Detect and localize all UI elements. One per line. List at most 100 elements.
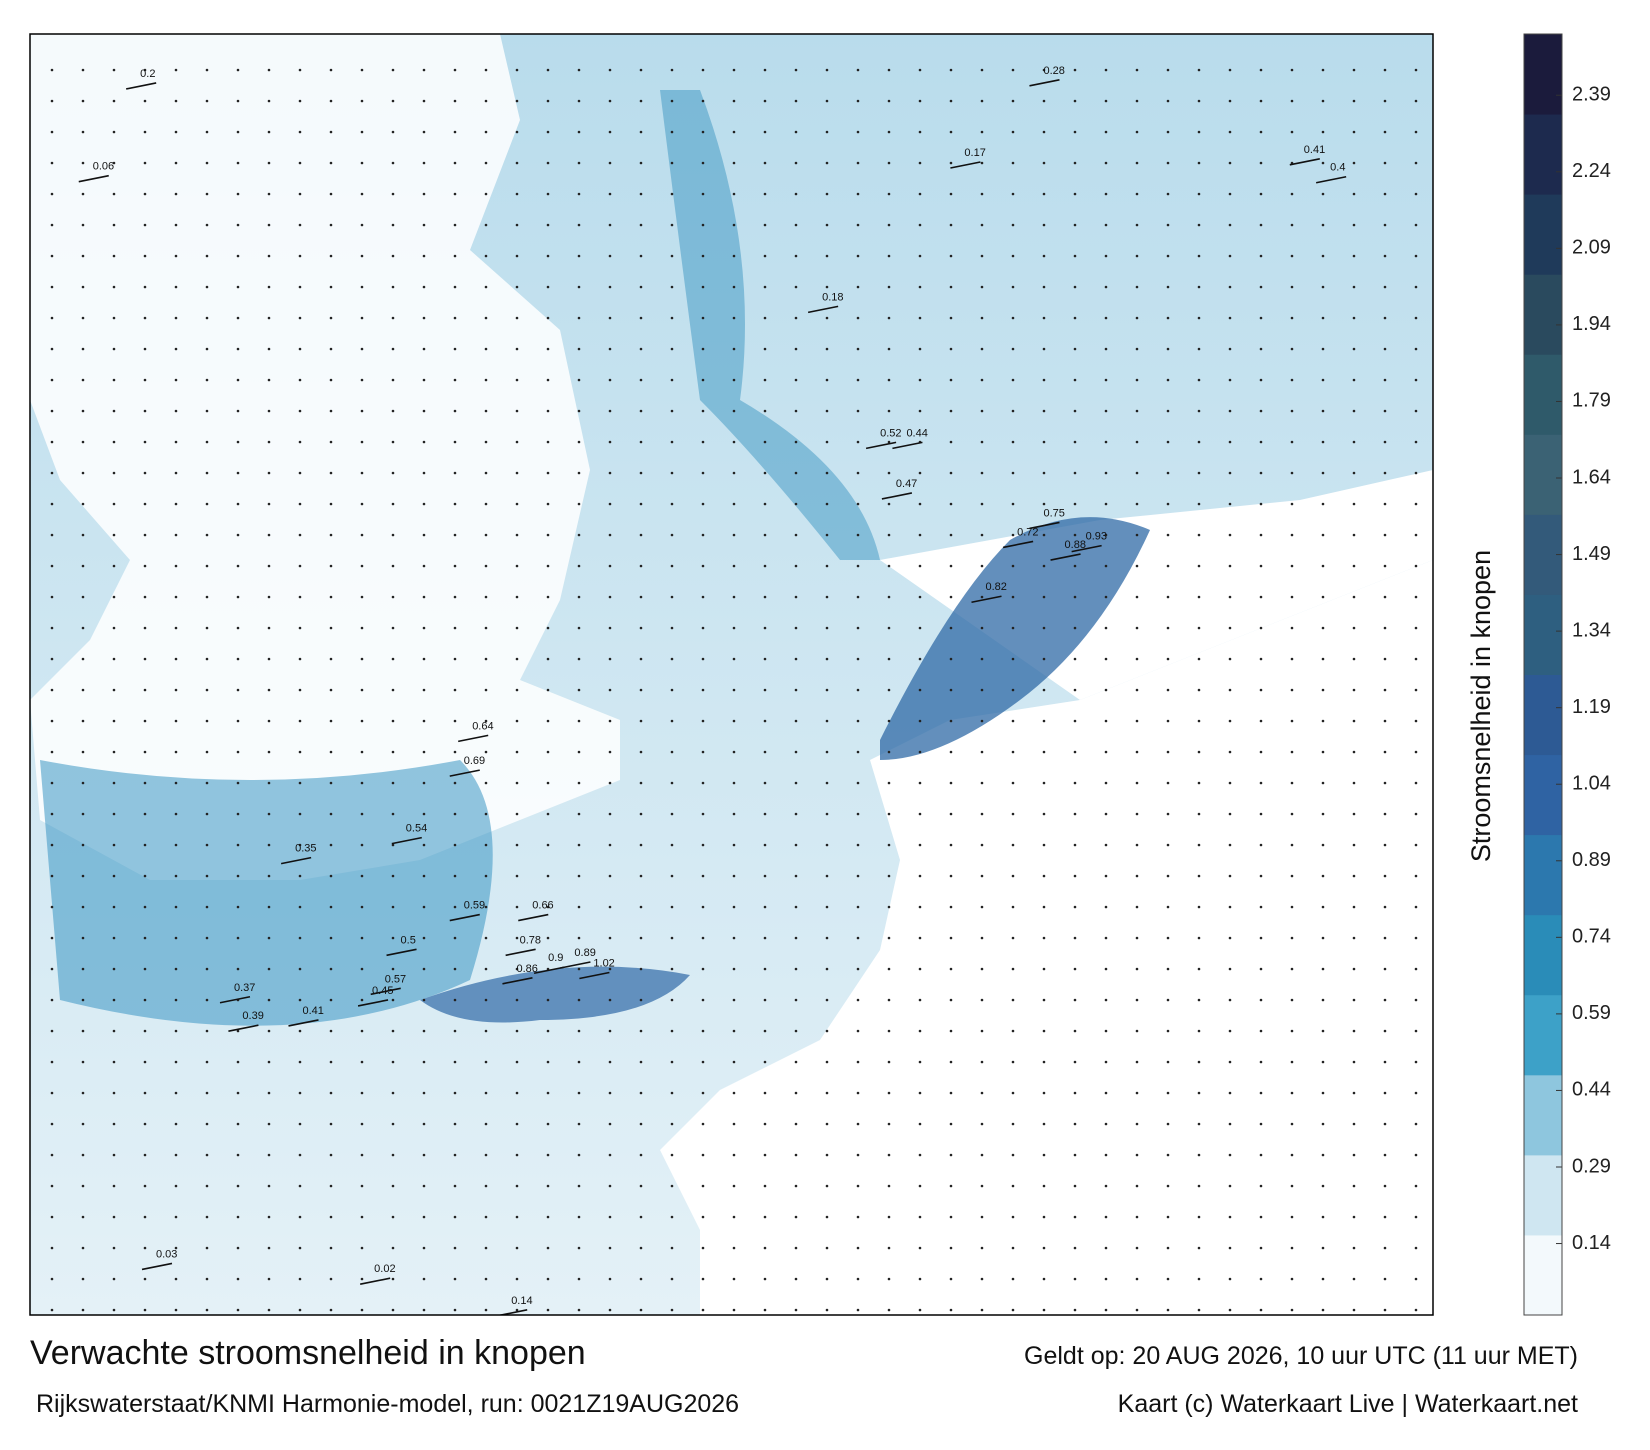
grid-dot: [1321, 471, 1325, 475]
grid-dot: [1352, 1153, 1356, 1157]
grid-dot: [267, 1277, 271, 1281]
grid-dot: [1321, 130, 1325, 134]
grid-dot: [918, 936, 922, 940]
grid-dot: [1321, 1091, 1325, 1095]
grid-dot: [484, 285, 488, 289]
grid-dot: [1073, 1122, 1077, 1126]
grid-dot: [515, 316, 519, 320]
grid-dot: [670, 1153, 674, 1157]
grid-dot: [1073, 161, 1077, 165]
grid-dot: [732, 1277, 736, 1281]
grid-dot: [1135, 347, 1139, 351]
grid-dot: [1228, 812, 1232, 816]
grid-dot: [267, 874, 271, 878]
grid-dot: [1321, 905, 1325, 909]
current-arrow: [502, 977, 533, 985]
grid-dot: [329, 285, 333, 289]
grid-dot: [949, 564, 953, 568]
grid-dot: [422, 1308, 426, 1312]
current-arrow: [386, 948, 417, 957]
colorbar-band: [1524, 274, 1562, 355]
grid-dot: [1259, 378, 1263, 382]
grid-dot: [360, 440, 364, 444]
grid-dot: [608, 843, 612, 847]
grid-dot: [236, 595, 240, 599]
colorbar-tick-label: 0.29: [1572, 1155, 1611, 1177]
grid-dot: [1073, 130, 1077, 134]
grid-dot: [918, 378, 922, 382]
grid-dot: [515, 471, 519, 475]
grid-dot: [236, 1060, 240, 1064]
grid-dot: [918, 1215, 922, 1219]
grid-dot: [143, 68, 147, 72]
grid-dot: [1383, 1153, 1387, 1157]
grid-dot: [1321, 967, 1325, 971]
grid-dot: [360, 688, 364, 692]
current-label: 0.54: [406, 823, 427, 835]
grid-dot: [670, 719, 674, 723]
grid-dot: [205, 874, 209, 878]
grid-dot: [1104, 967, 1108, 971]
grid-dot: [267, 750, 271, 754]
colorbar-label: Stroomsnelheid in knopen: [1466, 550, 1496, 862]
grid-dot: [1228, 68, 1232, 72]
dot-grid: [50, 68, 1418, 1312]
grid-dot: [1414, 1184, 1418, 1188]
grid-dot: [391, 1122, 395, 1126]
grid-dot: [670, 626, 674, 630]
grid-dot: [1290, 967, 1294, 971]
grid-dot: [1383, 285, 1387, 289]
grid-dot: [484, 657, 488, 661]
grid-dot: [267, 1091, 271, 1095]
grid-dot: [1259, 812, 1263, 816]
grid-dot: [1011, 1246, 1015, 1250]
grid-dot: [763, 1060, 767, 1064]
grid-dot: [980, 657, 984, 661]
grid-dot: [1383, 254, 1387, 258]
grid-dot: [1414, 688, 1418, 692]
grid-dot: [143, 626, 147, 630]
grid-dot: [329, 161, 333, 165]
grid-dot: [1011, 1091, 1015, 1095]
grid-dot: [1011, 595, 1015, 599]
grid-dot: [298, 99, 302, 103]
grid-dot: [1259, 936, 1263, 940]
grid-dot: [515, 812, 519, 816]
grid-dot: [1011, 998, 1015, 1002]
grid-dot: [608, 1184, 612, 1188]
grid-dot: [546, 750, 550, 754]
grid-dot: [670, 254, 674, 258]
grid-dot: [267, 1215, 271, 1219]
grid-dot: [732, 719, 736, 723]
grid-dot: [608, 192, 612, 196]
grid-dot: [1414, 719, 1418, 723]
grid-dot: [887, 68, 891, 72]
grid-dot: [887, 471, 891, 475]
grid-dot: [1073, 1029, 1077, 1033]
grid-dot: [1228, 595, 1232, 599]
colorbar-band: [1524, 1234, 1562, 1316]
grid-dot: [112, 874, 116, 878]
grid-dot: [515, 657, 519, 661]
grid-dot: [1352, 1184, 1356, 1188]
grid-dot: [329, 967, 333, 971]
grid-dot: [1104, 719, 1108, 723]
grid-dot: [1042, 1184, 1046, 1188]
grid-dot: [329, 843, 333, 847]
grid-dot: [794, 502, 798, 506]
grid-dot: [577, 657, 581, 661]
grid-dot: [1197, 316, 1201, 320]
grid-dot: [546, 595, 550, 599]
grid-dot: [639, 192, 643, 196]
grid-dot: [81, 1246, 85, 1250]
grid-dot: [701, 967, 705, 971]
grid-dot: [391, 99, 395, 103]
grid-dot: [360, 285, 364, 289]
grid-dot: [639, 812, 643, 816]
grid-dot: [856, 874, 860, 878]
grid-dot: [577, 750, 581, 754]
grid-dot: [1042, 626, 1046, 630]
grid-dot: [50, 440, 54, 444]
colorbar-band: [1524, 594, 1562, 675]
grid-dot: [887, 99, 891, 103]
